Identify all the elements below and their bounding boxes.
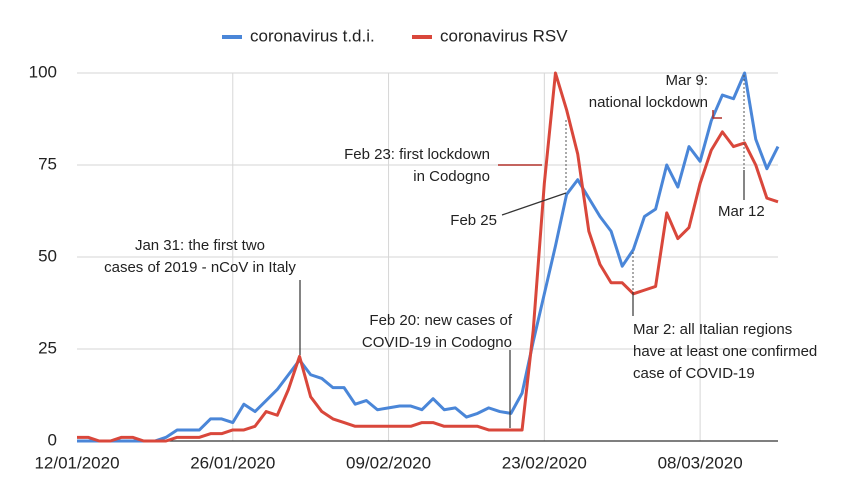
annotation: Feb 20: new cases of (369, 312, 512, 329)
legend-label: coronavirus t.d.i. (250, 26, 375, 45)
series-line (77, 71, 779, 443)
annotation: case of COVID-19 (633, 365, 755, 382)
leader (501, 192, 567, 216)
annotation: national lockdown (589, 94, 708, 111)
x-tick-label: 08/03/2020 (658, 453, 743, 472)
series-line (77, 71, 780, 443)
annotation: Mar 9: (665, 72, 708, 89)
annotation: Feb 23: first lockdown (344, 146, 490, 163)
x-tick-label: 26/01/2020 (190, 453, 275, 472)
x-tick-label: 12/01/2020 (34, 453, 119, 472)
legend-label: coronavirus RSV (440, 26, 568, 45)
annotation: Jan 31: the first two (135, 237, 265, 254)
y-tick-label: 50 (38, 246, 57, 265)
annotation: Mar 12 (718, 203, 765, 220)
annotation: in Codogno (413, 168, 490, 185)
y-tick-label: 100 (29, 62, 57, 81)
annotation-leaders (299, 75, 745, 428)
y-tick-label: 0 (48, 430, 57, 449)
annotation: have at least one confirmed (633, 343, 817, 360)
annotation: COVID-19 in Codogno (362, 334, 512, 351)
leader (712, 110, 722, 119)
y-tick-label: 25 (38, 338, 57, 357)
annotation: Feb 25 (450, 212, 497, 229)
annotation: Mar 2: all Italian regions (633, 321, 792, 338)
annotation: cases of 2019 - nCoV in Italy (104, 259, 296, 276)
x-tick-label: 23/02/2020 (502, 453, 587, 472)
grid (77, 71, 780, 443)
x-tick-label: 09/02/2020 (346, 453, 431, 472)
y-tick-label: 75 (38, 154, 57, 173)
